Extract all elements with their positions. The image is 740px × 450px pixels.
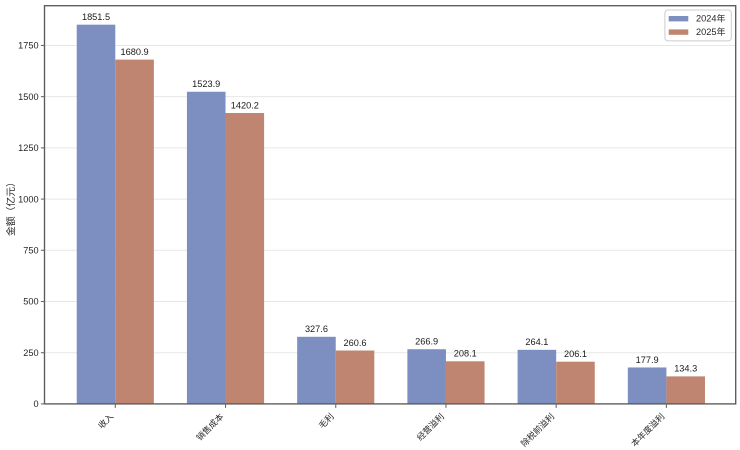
- svg-text:208.1: 208.1: [454, 349, 477, 359]
- svg-text:1500: 1500: [18, 92, 38, 102]
- svg-text:250: 250: [23, 348, 38, 358]
- svg-text:1420.2: 1420.2: [231, 100, 259, 110]
- svg-text:750: 750: [23, 245, 38, 255]
- svg-text:134.3: 134.3: [674, 364, 697, 374]
- svg-text:260.6: 260.6: [344, 338, 367, 348]
- svg-text:1680.9: 1680.9: [121, 47, 149, 57]
- svg-text:177.9: 177.9: [636, 355, 659, 365]
- svg-text:500: 500: [23, 297, 38, 307]
- svg-text:2024: 2024: [696, 14, 716, 24]
- svg-text:266.9: 266.9: [415, 337, 438, 347]
- svg-text:1250: 1250: [18, 143, 38, 153]
- svg-text:1851.5: 1851.5: [82, 12, 110, 22]
- svg-text:2025: 2025: [696, 27, 716, 37]
- svg-text:1523.9: 1523.9: [192, 79, 220, 89]
- svg-text:1000: 1000: [18, 194, 38, 204]
- svg-text:1750: 1750: [18, 41, 38, 51]
- svg-text:327.6: 327.6: [305, 324, 328, 334]
- svg-text:264.1: 264.1: [525, 337, 548, 347]
- svg-text:0: 0: [33, 399, 38, 409]
- svg-text:206.1: 206.1: [564, 349, 587, 359]
